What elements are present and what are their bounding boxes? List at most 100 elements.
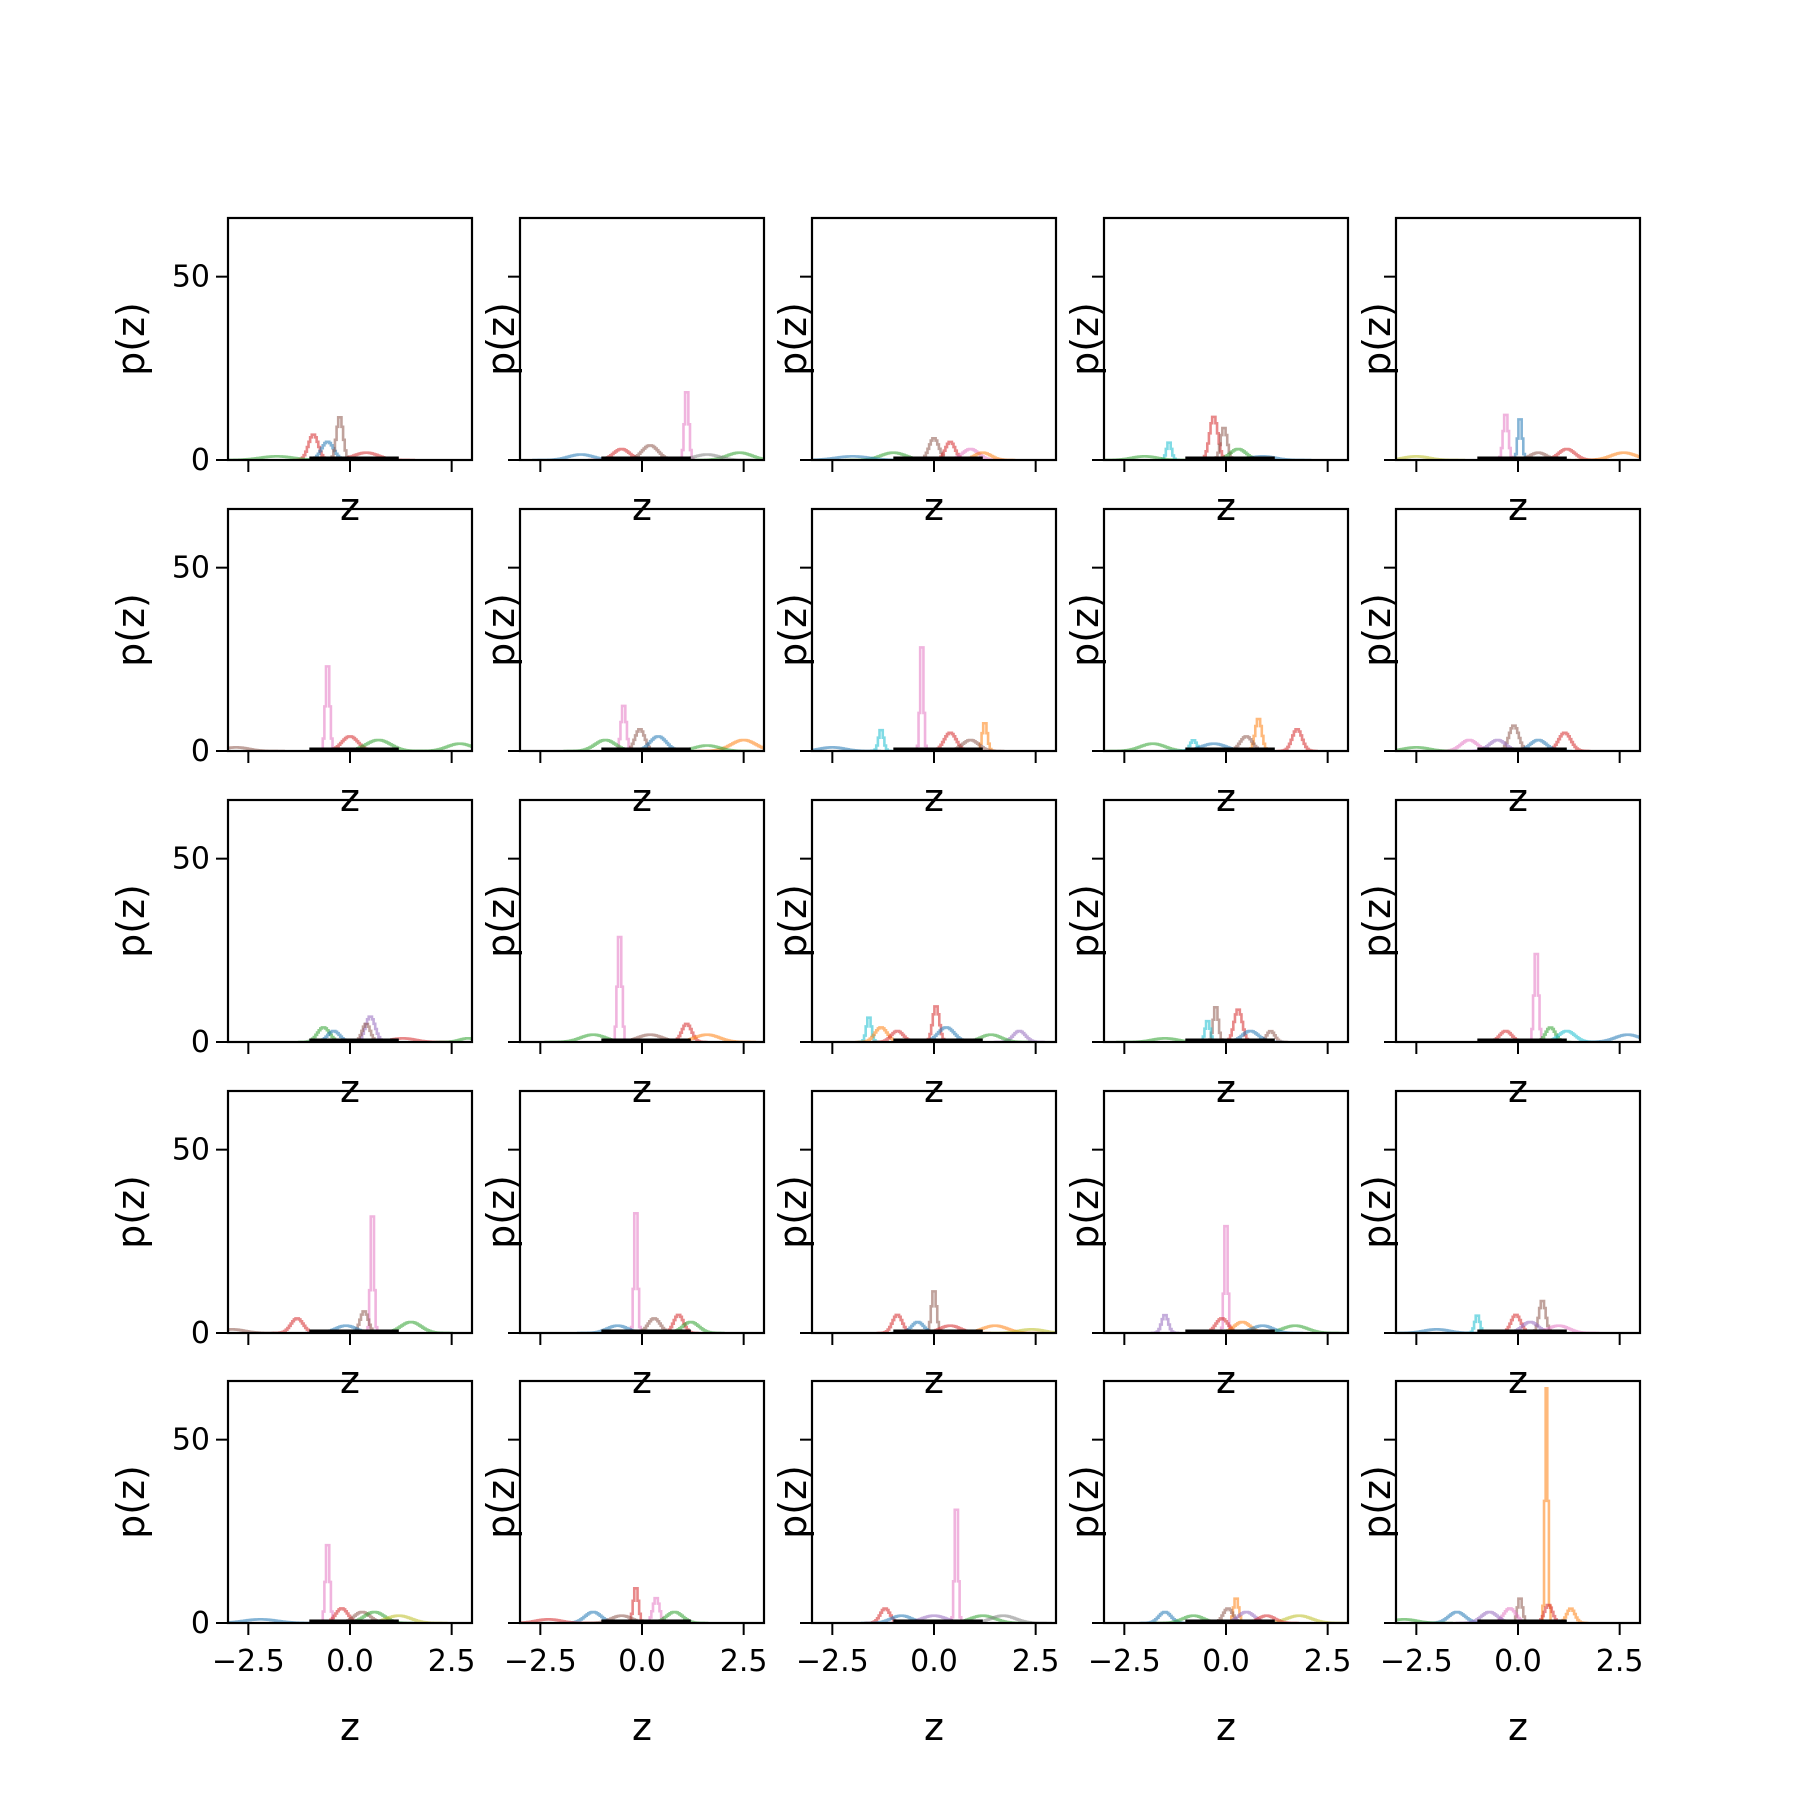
histogram-series-0	[948, 1508, 965, 1623]
ytick-label: 50	[172, 1423, 210, 1458]
histogram-series-1	[1276, 728, 1318, 751]
histogram-series-0	[364, 1215, 381, 1333]
xtick-label: 0.0	[1202, 1644, 1250, 1679]
subplot-2-4: z p(z)	[1355, 798, 1642, 1111]
xtick-label: −2.5	[212, 1644, 285, 1679]
xtick-label: 2.5	[1012, 1644, 1060, 1679]
subplot-2-2: z p(z)	[771, 798, 1058, 1111]
axes-frame	[518, 507, 766, 753]
x-axis-label: z	[340, 1067, 360, 1111]
histogram-series-0	[628, 1211, 644, 1333]
y-axis-label: p(z)	[109, 302, 153, 376]
x-axis-label: z	[1216, 485, 1236, 529]
ytick-label: 0	[191, 734, 210, 769]
histogram-series-0	[292, 433, 335, 460]
xtick-label: −2.5	[796, 1644, 869, 1679]
plot-area	[1150, 1224, 1344, 1333]
xtick-label: −2.5	[1380, 1644, 1453, 1679]
plot-area	[228, 416, 416, 460]
subplot-3-1: zp(z)	[479, 1089, 766, 1402]
xtick-label: 0.0	[618, 1644, 666, 1679]
axes-frame	[226, 216, 474, 462]
plot-area	[297, 1015, 472, 1042]
axes-frame	[1102, 507, 1350, 753]
plot-area	[1104, 415, 1312, 460]
y-axis-label: p(z)	[1355, 302, 1399, 376]
x-axis-label: z	[924, 485, 944, 529]
subplot-4-0: 0 50 −2.5 0.0 2.5 z p(z)	[109, 1379, 476, 1749]
plot-area	[812, 646, 1005, 751]
x-axis-label: z	[1508, 485, 1528, 529]
plot-area	[1396, 413, 1640, 460]
x-axis-label: z	[1508, 1705, 1528, 1749]
axes-frame	[518, 1089, 766, 1335]
subplot-0-2: z p(z)	[771, 216, 1058, 529]
y-axis-label: p(z)	[1063, 1175, 1107, 1249]
axes-frame	[226, 798, 474, 1044]
subplot-0-1: z p(z)	[479, 216, 766, 529]
ytick-label: 0	[191, 1606, 210, 1641]
xtick-label: 2.5	[428, 1644, 476, 1679]
ytick-label: 50	[172, 260, 210, 295]
x-axis-label: z	[632, 1705, 652, 1749]
y-axis-label: p(z)	[771, 1465, 815, 1539]
histogram-series-0	[318, 665, 338, 751]
y-axis-label: p(z)	[479, 1175, 523, 1249]
plot-area	[860, 1508, 1052, 1623]
y-axis-label: p(z)	[771, 884, 815, 958]
histogram-series-0	[677, 391, 697, 460]
axes-frame	[1102, 216, 1350, 462]
plot-area	[1396, 1299, 1600, 1333]
y-axis-label: p(z)	[1063, 593, 1107, 667]
subplot-1-2: z p(z)	[771, 507, 1058, 820]
histogram-series-1	[1510, 418, 1530, 460]
subplot-1-4: z p(z)	[1355, 507, 1642, 820]
plot-area	[855, 1005, 1046, 1042]
plot-area	[812, 437, 1016, 460]
xtick-label: −2.5	[504, 1644, 577, 1679]
histogram-series-0	[1526, 952, 1546, 1042]
axes-frame	[1394, 798, 1642, 1044]
axes-frame	[1394, 507, 1642, 753]
plot-area	[1116, 1006, 1289, 1042]
histogram-series-1	[870, 728, 893, 751]
plot-area	[532, 391, 764, 460]
axes-frame	[1394, 1089, 1642, 1335]
ytick-label: 50	[172, 1133, 210, 1168]
y-axis-label: p(z)	[109, 884, 153, 958]
subplot-4-2: −2.5 0.0 2.5 z p(z)	[771, 1379, 1060, 1749]
axes-frame	[226, 507, 474, 753]
y-axis-label: p(z)	[1063, 1465, 1107, 1539]
x-axis-label: z	[632, 485, 652, 529]
y-axis-label: p(z)	[479, 593, 523, 667]
x-axis-label: z	[632, 1067, 652, 1111]
xtick-label: −2.5	[1088, 1644, 1161, 1679]
y-axis-label: p(z)	[1355, 1465, 1399, 1539]
xtick-label: 2.5	[1304, 1644, 1352, 1679]
y-axis-label: p(z)	[109, 1175, 153, 1249]
x-axis-label: z	[1216, 776, 1236, 820]
subplot-1-1: z p(z)	[479, 507, 766, 820]
plot-area	[563, 704, 764, 751]
histogram-series-2	[325, 416, 355, 460]
axes-frame	[1102, 1089, 1350, 1335]
plot-area	[544, 935, 756, 1042]
x-axis-label: z	[340, 776, 360, 820]
x-axis-label: z	[340, 1705, 360, 1749]
histogram-series-0	[1218, 1224, 1234, 1333]
subplot-3-2: zp(z)	[771, 1089, 1058, 1402]
xtick-label: 2.5	[720, 1644, 768, 1679]
ytick-label: 50	[172, 842, 210, 877]
y-axis-label: p(z)	[771, 302, 815, 376]
y-axis-label: p(z)	[109, 1465, 153, 1539]
y-axis-label: p(z)	[479, 1465, 523, 1539]
axes-frame	[810, 1089, 1058, 1335]
plot-area	[1104, 717, 1318, 751]
axes-frame	[226, 1379, 474, 1625]
histogram-series-0	[1539, 1387, 1554, 1623]
x-axis-label: z	[924, 1705, 944, 1749]
ytick-label: 50	[172, 551, 210, 586]
subplot-4-1: −2.5 0.0 2.5 z p(z)	[479, 1379, 768, 1749]
ytick-label: 0	[191, 1316, 210, 1351]
